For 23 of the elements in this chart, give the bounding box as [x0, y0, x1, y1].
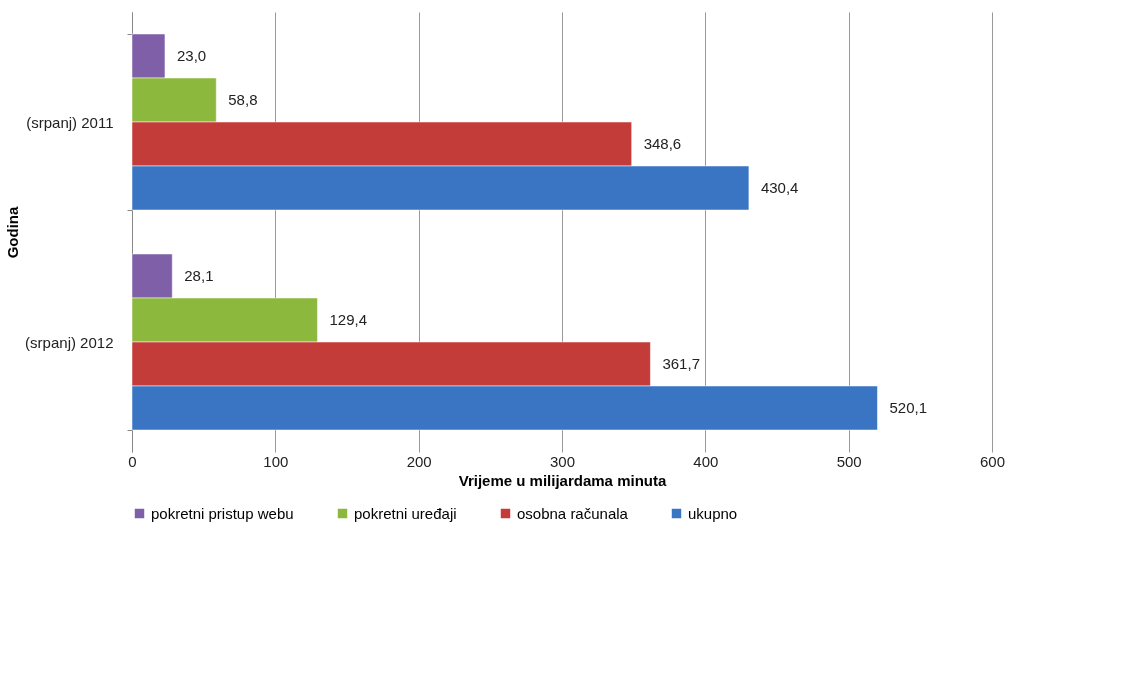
data-label: 58,8: [228, 91, 258, 108]
data-label: 129,4: [329, 311, 368, 328]
x-axis-title: Vrijeme u milijardama minuta: [458, 471, 667, 489]
x-tick-label: 100: [263, 452, 289, 470]
legend-label: pokretni pristup webu: [151, 504, 294, 522]
legend-label: ukupno: [688, 504, 738, 522]
data-label: 430,4: [760, 179, 799, 196]
y-tick-label: (srpanj) 2012: [25, 333, 114, 351]
x-tick-label: 500: [836, 452, 862, 470]
data-label: 348,6: [643, 135, 682, 152]
legend-label: pokretni uređaji: [354, 504, 457, 522]
data-label: 28,1: [184, 267, 214, 284]
x-tick-label: 300: [549, 452, 576, 470]
y-axis-title: Godina: [4, 206, 22, 259]
x-tick-label: 200: [406, 452, 432, 470]
data-label: 23,0: [176, 47, 207, 64]
x-tick-label: 0: [128, 452, 137, 470]
y-tick-label: (srpanj) 2011: [26, 113, 114, 131]
x-tick-label: 600: [979, 452, 1006, 470]
data-label: 361,7: [662, 355, 700, 372]
x-tick-label: 400: [693, 452, 719, 470]
legend-label: osobna računala: [517, 504, 629, 522]
data-label: 520,1: [889, 399, 928, 416]
